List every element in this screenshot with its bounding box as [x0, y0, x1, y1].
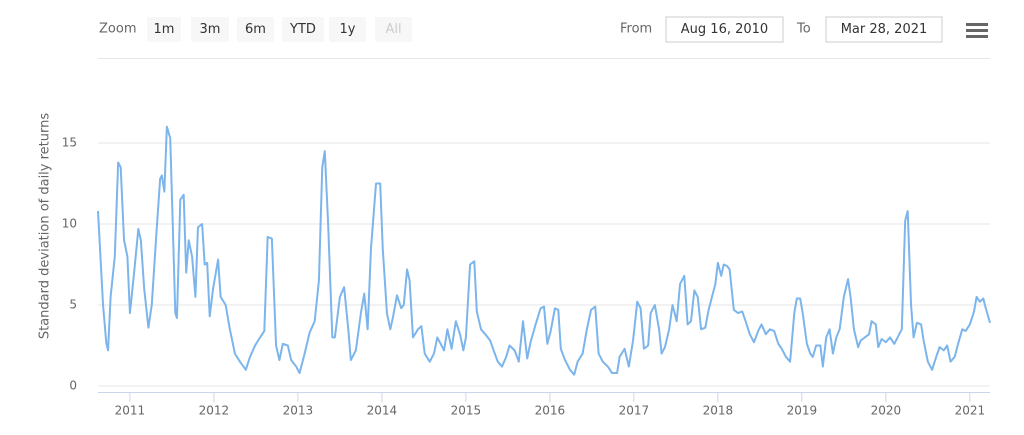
y-tick-label: 15	[62, 136, 77, 150]
x-tick-label: 2021	[955, 404, 986, 418]
zoom-button[interactable]	[147, 17, 181, 42]
zoom-button[interactable]	[282, 17, 324, 42]
zoom-button-label[interactable]: 1m	[154, 22, 175, 37]
zoom-button	[375, 17, 412, 42]
x-tick-label: 2015	[451, 404, 482, 418]
data-line	[97, 125, 991, 376]
x-tick-label: 2014	[367, 404, 398, 418]
zoom-button-label: All	[385, 22, 401, 37]
menu-bar[interactable]	[966, 23, 988, 26]
menu-bar[interactable]	[966, 35, 988, 38]
from-date[interactable]: Aug 16, 2010	[681, 22, 768, 37]
zoom-label: Zoom	[99, 22, 136, 37]
x-tick-label: 2018	[703, 404, 734, 418]
from-input[interactable]	[665, 16, 784, 43]
x-tick-label: 2017	[619, 404, 650, 418]
to-input[interactable]	[825, 16, 943, 43]
x-tick-label: 2016	[535, 404, 566, 418]
y-tick-label: 0	[69, 379, 77, 393]
to-date[interactable]: Mar 28, 2021	[841, 22, 928, 37]
x-tick-label: 2020	[871, 404, 902, 418]
zoom-button[interactable]	[329, 17, 366, 42]
menu-button[interactable]	[966, 23, 988, 38]
zoom-button-label[interactable]: YTD	[289, 22, 316, 37]
to-label: To	[796, 22, 811, 37]
zoom-button[interactable]	[191, 17, 229, 42]
zoom-button-label[interactable]: 3m	[200, 22, 221, 37]
y-tick-label: 5	[69, 298, 77, 312]
zoom-button-label[interactable]: 6m	[245, 22, 266, 37]
x-tick-label: 2011	[115, 404, 146, 418]
zoom-buttons: 1m 3m 6m YTD 1y All	[147, 17, 412, 42]
x-tick-label: 2013	[283, 404, 314, 418]
zoom-button-label[interactable]: 1y	[340, 22, 356, 37]
zoom-button[interactable]	[237, 17, 274, 42]
y-axis-title: Standard deviation of daily returns	[38, 113, 53, 340]
menu-bar[interactable]	[966, 29, 988, 32]
x-tick-label: 2012	[199, 404, 230, 418]
from-label: From	[620, 22, 652, 37]
x-tick-label: 2019	[787, 404, 818, 418]
y-tick-label: 10	[62, 217, 77, 231]
